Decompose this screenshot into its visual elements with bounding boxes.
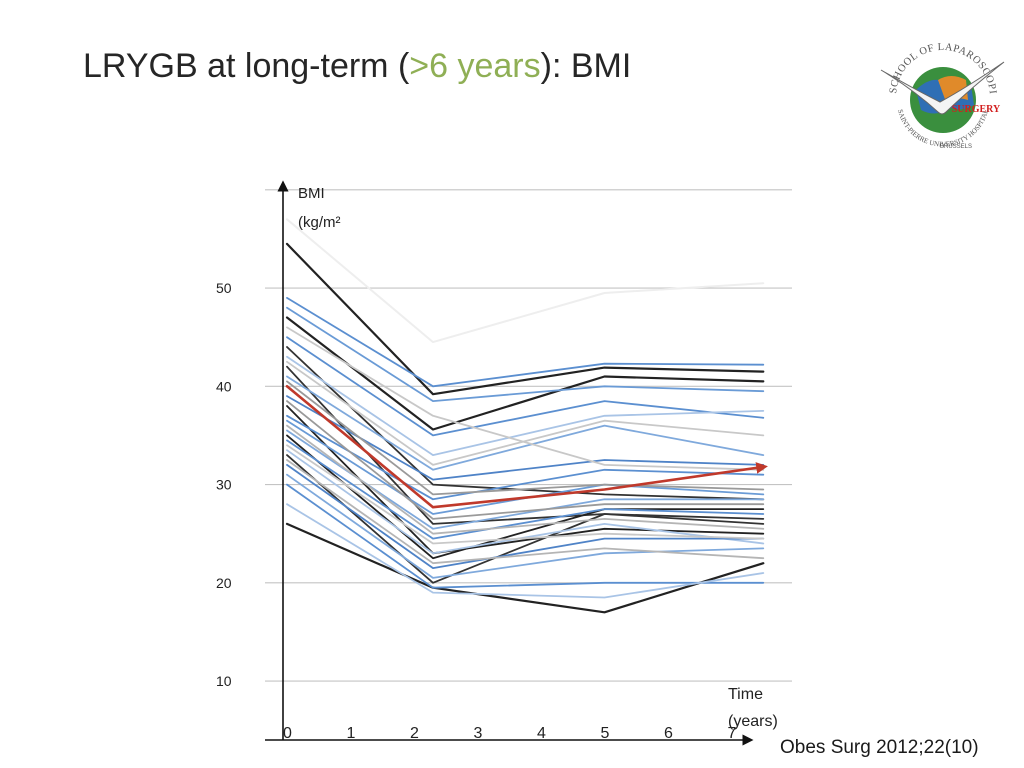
x-tick-label-6: 6 xyxy=(664,725,673,742)
y-axis-label-line2: (kg/m² xyxy=(298,214,341,231)
patient-series-line-2 xyxy=(285,316,765,431)
x-tick-label-5: 5 xyxy=(601,725,610,742)
patient-series-line-24 xyxy=(286,503,765,599)
slide-title: LRYGB at long-term (>6 years): BMI xyxy=(83,47,631,86)
y-tick-label-40: 40 xyxy=(216,378,232,394)
patient-series-line-30 xyxy=(286,444,765,545)
patient-series-line-12 xyxy=(286,336,765,437)
mean-series-line xyxy=(285,385,768,509)
patient-series-line-27 xyxy=(286,380,765,496)
patient-series-line-14 xyxy=(286,375,765,471)
title-suffix: ): BMI xyxy=(540,47,632,85)
logo-text-middle: BRUSSELS xyxy=(940,144,972,150)
x-tick-label-4: 4 xyxy=(537,725,546,742)
y-tick-label-10: 10 xyxy=(216,673,232,689)
x-tick-label-2: 2 xyxy=(410,725,419,742)
x-axis-label-line1: Time xyxy=(728,686,763,703)
patient-series-line-6 xyxy=(286,434,765,560)
x-tick-label-1: 1 xyxy=(347,725,356,742)
patient-series-line-22 xyxy=(286,473,765,579)
y-tick-label-20: 20 xyxy=(216,575,232,591)
logo-brand-text: SURGERY xyxy=(952,104,1001,115)
y-tick-label-50: 50 xyxy=(216,280,232,296)
patient-series-line-9 xyxy=(286,218,765,344)
x-axis-label-line2: (years) xyxy=(728,713,778,730)
patient-series-line-7 xyxy=(286,454,765,584)
patient-series-line-11 xyxy=(286,306,765,403)
y-tick-label-30: 30 xyxy=(216,477,232,493)
citation: Obes Surg 2012;22(10) xyxy=(780,737,979,758)
patient-series-line-25 xyxy=(286,326,765,471)
patient-series-line-21 xyxy=(286,463,765,570)
patient-series-line-13 xyxy=(286,355,765,457)
x-tick-label-7: 7 xyxy=(728,725,737,742)
patient-series-line-10 xyxy=(286,296,765,388)
patient-series-line-26 xyxy=(286,360,765,466)
patient-series-line-8 xyxy=(285,522,765,614)
y-axis-label-line1: BMI xyxy=(298,185,325,202)
x-tick-label-3: 3 xyxy=(474,725,483,742)
patient-series-line-28 xyxy=(286,400,765,520)
title-highlight: >6 years xyxy=(409,47,541,85)
title-prefix: LRYGB at long-term ( xyxy=(83,47,410,85)
patient-series-line-16 xyxy=(286,414,765,501)
patient-series-line-29 xyxy=(286,424,765,535)
patient-series-line-31 xyxy=(286,459,765,565)
patient-series-line-1 xyxy=(285,242,765,396)
bmi-line-chart: 10 20 30 40 50 0 1 2 3 4 5 6 7 BMI (kg/m² Time (year… xyxy=(216,180,792,746)
patient-series-line-19 xyxy=(286,439,765,540)
european-school-laparoscopic-surgery-logo: EUROPEAN SCHOOL OF LAPAROSCOPIC SURGERY … xyxy=(876,30,1005,150)
x-tick-label-0: 0 xyxy=(283,725,292,742)
patient-series-line-23 xyxy=(286,483,765,589)
